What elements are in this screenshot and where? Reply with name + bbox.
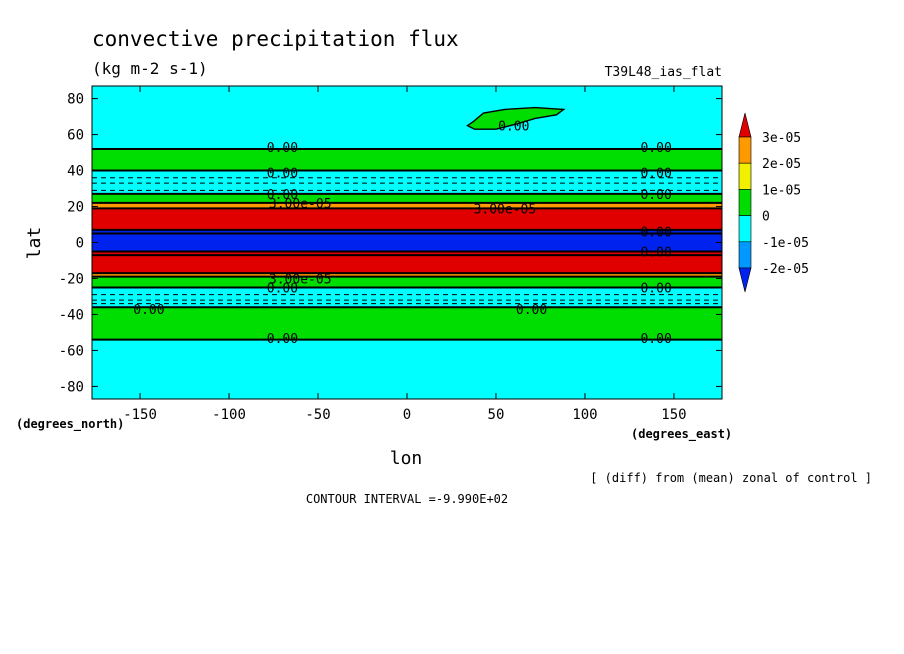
y-tick-label-2: -40: [59, 307, 84, 323]
band-2: [92, 170, 722, 194]
legend-label-3: 0: [762, 210, 770, 225]
y-unit-label: (degrees_north): [16, 417, 124, 432]
band-3: [92, 193, 722, 203]
y-tick-label-7: 60: [67, 128, 84, 144]
band-7: [92, 251, 722, 274]
x-tick-label-3: 0: [403, 407, 411, 423]
x-tick-label-6: 150: [661, 407, 686, 423]
legend-swatch-2: [738, 162, 752, 190]
y-tick-label-4: 0: [76, 236, 84, 252]
legend-label-1: 2e-05: [762, 157, 801, 172]
x-axis: -150 -100 -50 0 50 100 150: [123, 86, 687, 423]
legend-swatch-1: [738, 136, 752, 164]
band-12: [92, 339, 722, 399]
contour-label-8: 0.00: [640, 226, 671, 241]
anomaly-patch: [466, 106, 566, 130]
legend-label-5: -2e-05: [762, 262, 809, 277]
contour-label-9: 0.00: [640, 245, 671, 260]
contour-label-4: 0.00: [267, 188, 298, 203]
band-5: [92, 208, 722, 230]
legend-swatch-3: [738, 189, 752, 216]
contour-label-12: 0.00: [267, 281, 298, 296]
contour-label-13: 0.00: [133, 303, 164, 318]
contour-label-0: 0.00: [267, 141, 298, 156]
x-tick-label-4: 50: [488, 407, 505, 423]
contour-label-3: 0.00: [640, 166, 671, 181]
x-tick-label-1: -100: [212, 407, 246, 423]
x-tick-label-2: -50: [305, 407, 330, 423]
y-tick-label-8: 80: [67, 92, 84, 108]
north-anomaly-patch: [466, 106, 566, 130]
x-tick-label-0: -150: [123, 407, 157, 423]
x-unit-label: (degrees_east): [631, 427, 732, 442]
y-tick-label-0: -80: [59, 379, 84, 395]
legend-swatch-0: [738, 112, 752, 138]
comparison-note: [ (diff) from (mean) zonal of control ]: [590, 471, 872, 485]
contour-label-14: 0.00: [516, 303, 547, 318]
contour-label-2: 0.00: [267, 166, 298, 181]
band-11: [92, 307, 722, 340]
band-4: [92, 202, 722, 209]
contour-label-17: 0.00: [498, 120, 529, 135]
y-tick-label-3: -20: [59, 271, 84, 287]
contour-label-7: 3.00e-05: [474, 202, 537, 217]
contour-label-16: 0.00: [640, 332, 671, 347]
contour-label-15: 0.00: [267, 332, 298, 347]
legend-swatch-4: [738, 215, 752, 243]
y-axis: -80 -60 -40 -20 0 20 40 60 80: [59, 92, 722, 395]
band-9: [92, 276, 722, 288]
chart-subtitle: (kg m-2 s-1): [92, 59, 208, 78]
contour-label-5: 0.00: [640, 188, 671, 203]
legend-swatch-6: [738, 267, 752, 293]
band-8: [92, 273, 722, 277]
x-tick-label-5: 100: [572, 407, 597, 423]
band-0: [92, 86, 722, 149]
contour-label-10: 0.00: [640, 281, 671, 296]
legend-label-2: 1e-05: [762, 183, 801, 198]
contour-label-1: 0.00: [640, 141, 671, 156]
x-axis-title: lon: [390, 448, 423, 469]
band-1: [92, 148, 722, 171]
legend-label-4: -1e-05: [762, 236, 809, 251]
contour-label-6: 3.00e-05: [269, 197, 332, 212]
contour-label-11: 3.00e-05: [269, 272, 332, 287]
zonal-bands: [92, 86, 722, 399]
contour-lines: [92, 147, 722, 341]
contour-interval-note: CONTOUR INTERVAL =-9.990E+02: [306, 492, 508, 506]
legend-swatch-5: [738, 241, 752, 269]
y-tick-label-1: -60: [59, 343, 84, 359]
y-tick-label-6: 40: [67, 164, 84, 180]
plot-area: 0.00 0.000.00 0.000.00 0.003.00e-05 3.00e-05…: [91, 85, 723, 400]
color-legend: 3e-05 2e-05 1e-05 0 -1e-05 -2e-05: [738, 112, 809, 293]
band-10: [92, 287, 722, 308]
band-6: [92, 229, 722, 252]
y-axis-title: lat: [24, 227, 45, 260]
run-label: T39L48_ias_flat: [605, 65, 722, 80]
y-tick-label-5: 20: [67, 200, 84, 216]
legend-label-0: 3e-05: [762, 131, 801, 146]
contour-labels: 0.00 0.000.00 0.000.00 0.003.00e-05 3.00e-05…: [133, 120, 672, 347]
chart-title: convective precipitation flux: [92, 27, 459, 51]
